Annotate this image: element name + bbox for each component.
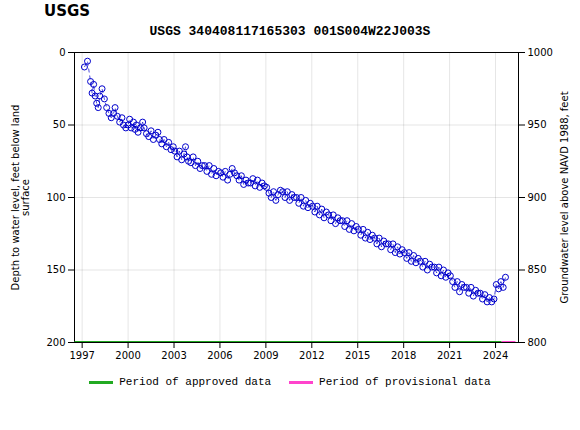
svg-text:2000: 2000 (115, 350, 140, 361)
html-text:USGS: USGS (44, 2, 91, 20)
svg-text:2024: 2024 (483, 350, 508, 361)
html-text:Period of provisional data: Period of provisional data (319, 376, 491, 388)
svg-text:150: 150 (46, 264, 65, 275)
svg-text:0: 0 (59, 47, 65, 58)
svg-text:2015: 2015 (345, 350, 370, 361)
svg-text:100: 100 (46, 192, 65, 203)
html-text:USGS 340408117165303 001S004W2: USGS 340408117165303 001S004W22J003S (149, 24, 431, 39)
svg-text:2009: 2009 (253, 350, 278, 361)
svg-text:2006: 2006 (207, 350, 232, 361)
svg-text:1000: 1000 (528, 47, 553, 58)
svg-text:50: 50 (53, 119, 66, 130)
svg-text:2021: 2021 (437, 350, 462, 361)
svg-text:2012: 2012 (299, 350, 324, 361)
svg-text:Depth to water level, feet bel: Depth to water level, feet below landsur… (10, 105, 31, 291)
svg-text:800: 800 (528, 337, 547, 348)
svg-text:900: 900 (528, 192, 547, 203)
html-text:Period of approved data: Period of approved data (119, 376, 272, 388)
svg-text:2018: 2018 (391, 350, 416, 361)
svg-text:200: 200 (46, 337, 65, 348)
svg-text:1997: 1997 (69, 350, 94, 361)
svg-text:850: 850 (528, 264, 547, 275)
svg-text:950: 950 (528, 119, 547, 130)
svg-text:Groundwater level above NAVD 1: Groundwater level above NAVD 1988, feet (559, 91, 570, 303)
svg-text:2003: 2003 (161, 350, 186, 361)
